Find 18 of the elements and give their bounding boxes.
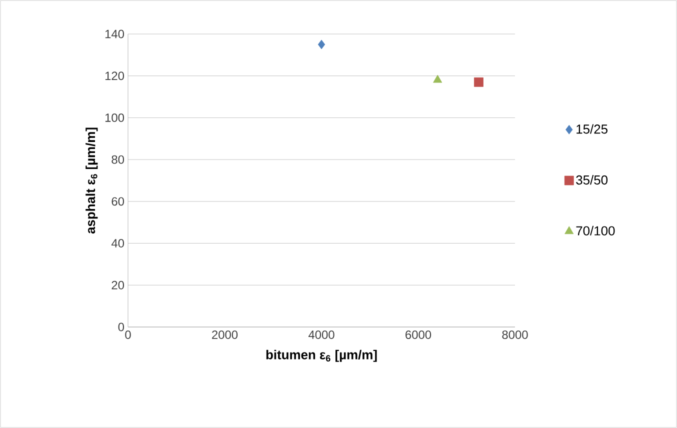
text: asphalt ε$_{6}$ [µm/m] xyxy=(86,128,98,234)
y-tick-label: 100 xyxy=(105,113,124,122)
x-tick-label: 0 xyxy=(125,330,131,339)
y-tick-label: 140 xyxy=(105,30,124,38)
text: bitumen ε$_{6}$ [µm/m] xyxy=(266,350,377,362)
y-tick-label: 0 xyxy=(118,322,124,332)
legend-label: 70/100 xyxy=(576,226,615,236)
x-tick-label: 2000 xyxy=(212,330,238,339)
y-tick-label: 80 xyxy=(112,155,124,164)
x-tick-label: 8000 xyxy=(502,330,528,339)
y-tick-label: 20 xyxy=(112,280,124,290)
x-tick-label: 4000 xyxy=(308,330,334,339)
legend-label: 15/25 xyxy=(576,124,608,134)
y-tick-label: 40 xyxy=(111,239,124,248)
y-tick-label: 120 xyxy=(105,72,124,80)
legend-label: 35/50 xyxy=(576,175,608,185)
x-tick-label: 6000 xyxy=(406,330,432,339)
y-tick-label: 60 xyxy=(112,197,124,206)
